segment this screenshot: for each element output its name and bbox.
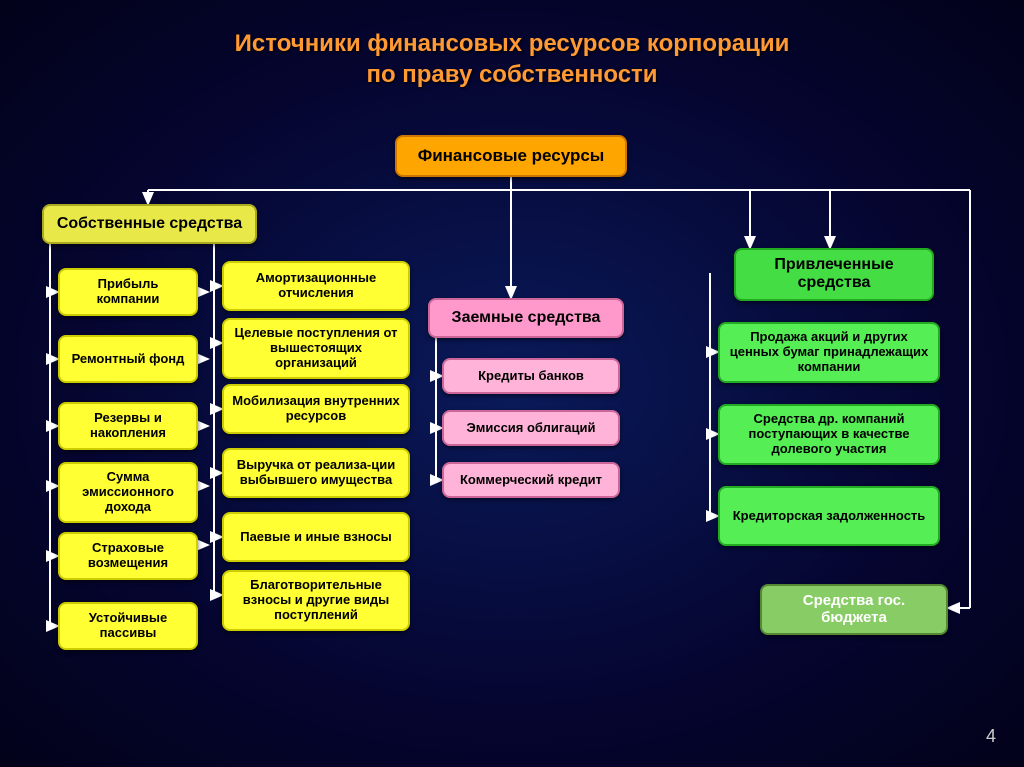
node-attracted-head: Привлеченные средства (734, 248, 934, 301)
node-own-left-b: Ремонтный фонд (58, 335, 198, 383)
node-own-left-e: Страховые возмещения (58, 532, 198, 580)
title-line1: Источники финансовых ресурсов корпорации (235, 30, 790, 57)
node-own-right-f: Благотворительные взносы и другие виды п… (222, 570, 410, 631)
node-loan-c: Коммерческий кредит (442, 462, 620, 498)
node-attracted-a: Продажа акций и других ценных бумаг прин… (718, 322, 940, 383)
slide-title: Источники финансовых ресурсов корпорации… (0, 0, 1024, 90)
node-loan-b: Эмиссия облигаций (442, 410, 620, 446)
node-root: Финансовые ресурсы (395, 135, 627, 177)
budget-label: Средства гос. бюджета (770, 592, 938, 627)
node-own-right-c: Мобилизация внутренних ресурсов (222, 384, 410, 434)
node-own-left-a: Прибыль компании (58, 268, 198, 316)
node-own-left-d: Сумма эмиссионного дохода (58, 462, 198, 523)
node-loan-head: Заемные средства (428, 298, 624, 338)
node-own-right-e: Паевые и иные взносы (222, 512, 410, 562)
root-label: Финансовые ресурсы (418, 146, 605, 166)
node-attracted-c: Кредиторская задолженность (718, 486, 940, 546)
node-own-head: Собственные средства (42, 204, 257, 244)
node-own-right-d: Выручка от реализа-ции выбывшего имущест… (222, 448, 410, 498)
own-head-label: Собственные средства (57, 215, 242, 233)
node-own-left-c: Резервы и накопления (58, 402, 198, 450)
attracted-head-label: Привлеченные средства (744, 256, 924, 293)
node-own-right-a: Амортизационные отчисления (222, 261, 410, 311)
node-own-left-f: Устойчивые пассивы (58, 602, 198, 650)
node-loan-a: Кредиты банков (442, 358, 620, 394)
node-own-right-b: Целевые поступления от вышестоящих орган… (222, 318, 410, 379)
node-budget: Средства гос. бюджета (760, 584, 948, 635)
page-number: 4 (986, 726, 996, 747)
title-line2: по праву собственности (366, 61, 657, 88)
node-attracted-b: Средства др. компаний поступающих в каче… (718, 404, 940, 465)
loan-head-label: Заемные средства (452, 309, 601, 327)
